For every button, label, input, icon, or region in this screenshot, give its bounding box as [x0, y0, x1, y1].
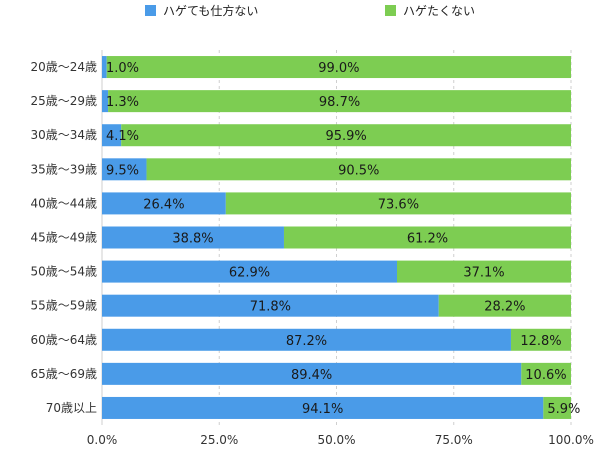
data-label-series2-11: 5.9% [547, 402, 580, 417]
x-tick-label-3: 75.0% [435, 433, 473, 447]
bar-series2-11 [543, 396, 571, 419]
bar-series1-10 [102, 362, 522, 385]
data-label-series1-10: 89.4% [291, 368, 332, 383]
data-label-series2-8: 28.2% [484, 300, 525, 315]
bar-series2-9 [510, 328, 571, 351]
data-label-series1-5: 26.4% [143, 197, 184, 212]
data-label-series1-3: 4.1% [106, 129, 139, 144]
data-label-series2-7: 37.1% [463, 266, 504, 281]
x-tick-label-2: 50.0% [317, 433, 355, 447]
data-label-series1-9: 87.2% [286, 334, 327, 349]
bar-series1-1 [102, 56, 107, 79]
data-label-series1-6: 38.8% [172, 232, 213, 247]
legend-label-2: ハゲたくない [403, 4, 475, 18]
legend-swatch-1 [145, 5, 156, 16]
legend-label-1: ハゲても仕方ない [163, 3, 258, 18]
category-label-10: 65歳〜69歳 [30, 367, 97, 381]
bar-series1-9 [102, 328, 511, 351]
data-label-series1-11: 94.1% [302, 402, 343, 417]
bars [102, 56, 572, 419]
bar-series2-7 [397, 260, 571, 283]
data-label-series1-4: 9.5% [106, 163, 139, 178]
data-label-series2-2: 98.7% [319, 95, 360, 110]
data-label-series1-7: 62.9% [229, 266, 270, 281]
bar-series2-5 [225, 192, 572, 215]
data-label-series2-1: 99.0% [318, 61, 359, 76]
bar-series1-6 [102, 226, 284, 249]
legend-swatch-2 [385, 5, 396, 16]
category-label-2: 25歳〜29歳 [30, 94, 97, 108]
data-label-series2-9: 12.8% [520, 334, 561, 349]
bar-series1-3 [102, 124, 122, 147]
category-label-11: 70歳以上 [46, 401, 97, 415]
bar-series2-2 [108, 90, 572, 113]
category-label-8: 55歳〜59歳 [30, 299, 97, 313]
x-tick-label-0: 0.0% [87, 433, 118, 447]
data-label-series2-4: 90.5% [338, 163, 379, 178]
category-label-4: 35歳〜39歳 [30, 162, 97, 176]
category-label-9: 60歳〜64歳 [30, 333, 97, 347]
bar-series2-3 [121, 124, 571, 147]
bar-series1-8 [102, 294, 439, 317]
bar-series2-6 [283, 226, 571, 249]
legend: ハゲても仕方ない ハゲたくない [145, 3, 475, 18]
bar-series1-7 [102, 260, 398, 283]
category-label-3: 30歳〜34歳 [30, 128, 97, 142]
data-label-series1-1: 1.0% [106, 61, 139, 76]
category-label-6: 45歳〜49歳 [30, 231, 97, 245]
x-axis-ticks: 0.0% 25.0% 50.0% 75.0% 100.0% [87, 433, 594, 447]
category-label-7: 50歳〜54歳 [30, 265, 97, 279]
data-label-series2-3: 95.9% [325, 129, 366, 144]
data-labels: 1.0% 99.0% 1.3% 98.7% 4.1% 95.9% 9.5% 90.5% 26.4… [106, 61, 580, 417]
bar-series2-10 [521, 362, 571, 385]
bar-series1-2 [102, 90, 109, 113]
x-tick-label-1: 25.0% [200, 433, 238, 447]
bar-series1-5 [102, 192, 226, 215]
data-label-series2-10: 10.6% [525, 368, 566, 383]
bar-series2-8 [438, 294, 571, 317]
data-label-series2-6: 61.2% [407, 232, 448, 247]
y-axis-categories: 20歳〜24歳 25歳〜29歳 30歳〜34歳 35歳〜39歳 40歳〜44歳 45歳〜4… [30, 60, 97, 415]
category-label-1: 20歳〜24歳 [30, 60, 97, 74]
bar-series1-4 [102, 158, 147, 181]
data-label-series1-2: 1.3% [106, 95, 139, 110]
data-label-series1-8: 71.8% [250, 300, 291, 315]
data-label-series2-5: 73.6% [378, 197, 419, 212]
bar-series2-1 [106, 56, 571, 79]
bar-series1-11 [102, 396, 544, 419]
bar-series2-4 [146, 158, 571, 181]
x-tick-label-4: 100.0% [548, 433, 594, 447]
category-label-5: 40歳〜44歳 [30, 196, 97, 210]
